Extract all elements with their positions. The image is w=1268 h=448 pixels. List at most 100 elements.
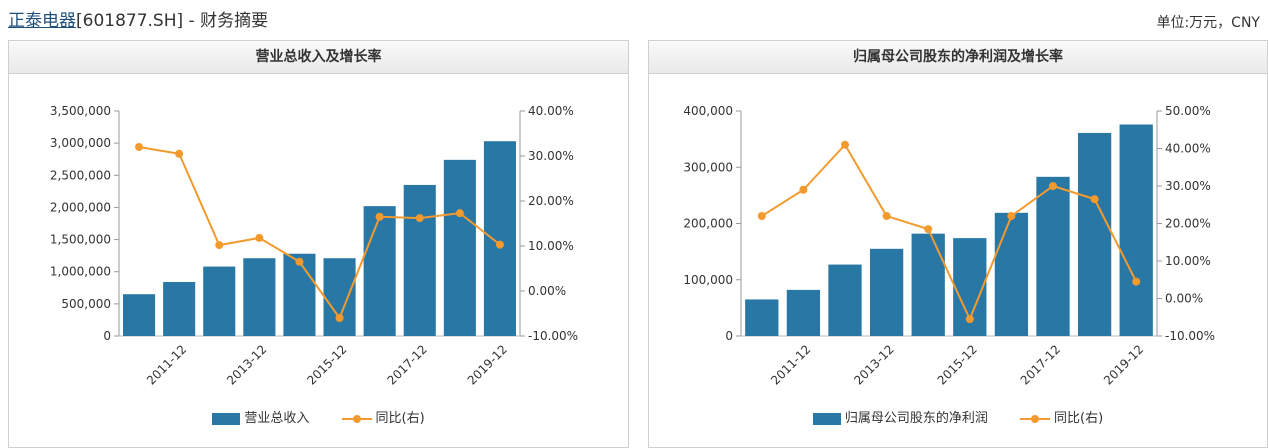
legend-item-net-profit[interactable]: 归属母公司股东的净利润	[812, 407, 988, 426]
growth-point	[175, 149, 184, 158]
growth-point	[375, 212, 384, 221]
legend-label: 同比(右)	[1054, 411, 1104, 426]
left-axis-tick-label: 2,000,000	[50, 200, 111, 214]
revenue-chart-legend: 营业总收入 同比(右)	[9, 407, 628, 426]
net-profit-chart-title: 归属母公司股东的净利润及增长率	[649, 41, 1267, 74]
right-axis-tick-label: -10.00%	[528, 329, 578, 343]
bar	[283, 253, 316, 336]
growth-point	[455, 209, 464, 218]
bar	[1119, 124, 1153, 336]
company-link[interactable]: 正泰电器	[8, 11, 76, 31]
x-axis-tick-label: 2019-12	[1101, 342, 1146, 387]
legend-item-yoy[interactable]: 同比(右)	[1020, 407, 1103, 426]
legend-label: 营业总收入	[244, 411, 310, 426]
growth-point	[757, 212, 766, 220]
right-axis-tick-label: 50.00%	[1165, 104, 1211, 118]
company-code-title: [601877.SH] - 财务摘要	[76, 11, 269, 31]
bar	[869, 248, 904, 336]
legend-label: 同比(右)	[375, 411, 425, 426]
left-axis-tick-label: 500,000	[61, 297, 111, 311]
x-axis-tick-label: 2013-12	[224, 342, 269, 387]
legend-item-yoy[interactable]: 同比(右)	[341, 407, 425, 426]
legend-bar-swatch	[212, 412, 241, 425]
left-axis-tick-label: 0	[725, 329, 733, 343]
legend-line-swatch	[1020, 413, 1050, 425]
growth-point	[924, 225, 933, 234]
x-axis-tick-label: 2011-12	[768, 342, 813, 387]
growth-line	[138, 146, 501, 321]
x-axis-tick-label: 2017-12	[385, 342, 430, 387]
bar	[123, 294, 156, 336]
right-axis-tick-label: 0.00%	[528, 284, 566, 298]
company-title: 正泰电器[601877.SH] - 财务摘要	[8, 6, 268, 31]
bar	[1077, 132, 1112, 336]
unit-label: 单位:万元，CNY	[1156, 15, 1260, 31]
growth-point	[135, 143, 144, 151]
growth-line	[761, 143, 1138, 322]
legend-label: 归属母公司股东的净利润	[844, 411, 988, 426]
growth-point	[415, 214, 424, 223]
legend-item-revenue[interactable]: 营业总收入	[212, 407, 309, 426]
bar	[828, 264, 862, 336]
growth-point	[295, 257, 304, 266]
x-axis-tick-label: 2015-12	[935, 342, 980, 387]
x-axis-tick-label: 2017-12	[1018, 342, 1063, 387]
page-header: 正泰电器[601877.SH] - 财务摘要 单位:万元，CNY	[0, 0, 1268, 34]
bar	[994, 212, 1029, 336]
right-axis-tick-label: 20.00%	[528, 194, 574, 208]
bar	[403, 184, 436, 336]
net-profit-chart-panel: 归属母公司股东的净利润及增长率 0 100,000 200,000 300,000 40…	[648, 40, 1268, 448]
revenue-chart-title: 营业总收入及增长率	[9, 41, 628, 74]
left-axis-tick-label: 3,500,000	[50, 104, 111, 118]
growth-point	[1049, 182, 1057, 190]
right-axis-tick-label: -10.00%	[1165, 329, 1215, 343]
net-profit-chart-legend: 归属母公司股东的净利润 同比(右)	[649, 407, 1267, 426]
left-axis-tick-label: 2,500,000	[50, 168, 111, 182]
left-axis-tick-label: 300,000	[683, 160, 733, 174]
right-axis-tick-label: 10.00%	[528, 239, 574, 253]
right-axis-tick-label: 0.00%	[1165, 292, 1203, 306]
right-axis-tick-label: 10.00%	[1165, 254, 1211, 268]
x-axis-tick-label: 2011-12	[144, 342, 189, 387]
growth-point	[965, 315, 974, 324]
x-axis-tick-label: 2013-12	[851, 342, 896, 387]
bar	[323, 258, 356, 336]
right-axis-tick-label: 20.00%	[1165, 217, 1211, 231]
x-axis-tick-label: 2015-12	[304, 342, 349, 387]
net-profit-chart: 0 100,000 200,000 300,000 400,000 -10.00% 0.00…	[683, 104, 1215, 388]
bar	[163, 282, 196, 336]
growth-point	[255, 233, 264, 242]
left-axis-tick-label: 0	[103, 329, 111, 343]
bar	[483, 141, 516, 336]
growth-point	[335, 314, 344, 322]
legend-line-swatch	[341, 413, 372, 425]
bar	[911, 233, 945, 336]
growth-point	[1090, 195, 1099, 204]
growth-point	[1132, 277, 1141, 286]
bar	[1036, 176, 1070, 336]
revenue-chart: 0 500,000 1,000,000 1,500,000 2,000,000 2,500…	[50, 104, 578, 388]
bar	[363, 206, 396, 336]
right-axis-tick-label: 40.00%	[528, 104, 574, 118]
left-axis-tick-label: 200,000	[683, 217, 733, 231]
right-axis-tick-label: 40.00%	[1165, 142, 1211, 156]
growth-point	[841, 140, 849, 149]
bar	[745, 299, 779, 336]
right-axis-tick-label: 30.00%	[528, 149, 574, 163]
left-axis-tick-label: 100,000	[683, 273, 733, 287]
right-axis-tick-label: 30.00%	[1165, 179, 1211, 193]
bar	[443, 159, 476, 336]
x-axis-tick-label: 2019-12	[465, 342, 510, 387]
legend-bar-swatch	[812, 412, 841, 425]
left-axis-tick-label: 1,000,000	[50, 265, 111, 279]
left-axis-tick-label: 3,000,000	[50, 136, 111, 150]
bar	[203, 266, 236, 336]
growth-point	[495, 240, 504, 249]
bar	[786, 289, 821, 336]
growth-point	[799, 185, 808, 194]
bar	[243, 258, 276, 336]
left-axis-tick-label: 1,500,000	[50, 233, 111, 247]
growth-point	[882, 212, 891, 220]
left-axis-tick-label: 400,000	[683, 104, 733, 118]
revenue-chart-panel: 营业总收入及增长率 0 500,000 1,000,000 1,500,000 2,00…	[8, 40, 629, 448]
